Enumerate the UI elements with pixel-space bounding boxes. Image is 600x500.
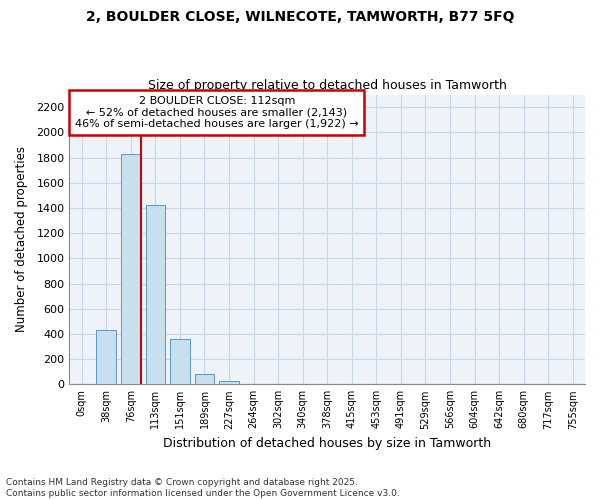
Bar — [97, 330, 116, 384]
Y-axis label: Number of detached properties: Number of detached properties — [15, 146, 28, 332]
Text: 2 BOULDER CLOSE: 112sqm
← 52% of detached houses are smaller (2,143)
46% of semi: 2 BOULDER CLOSE: 112sqm ← 52% of detache… — [75, 96, 359, 129]
X-axis label: Distribution of detached houses by size in Tamworth: Distribution of detached houses by size … — [163, 437, 491, 450]
Bar — [194, 374, 214, 384]
Bar — [146, 206, 165, 384]
Bar — [219, 381, 239, 384]
Text: Contains HM Land Registry data © Crown copyright and database right 2025.
Contai: Contains HM Land Registry data © Crown c… — [6, 478, 400, 498]
Text: 2, BOULDER CLOSE, WILNECOTE, TAMWORTH, B77 5FQ: 2, BOULDER CLOSE, WILNECOTE, TAMWORTH, B… — [86, 10, 514, 24]
Bar — [170, 339, 190, 384]
Title: Size of property relative to detached houses in Tamworth: Size of property relative to detached ho… — [148, 79, 506, 92]
Bar — [121, 154, 140, 384]
